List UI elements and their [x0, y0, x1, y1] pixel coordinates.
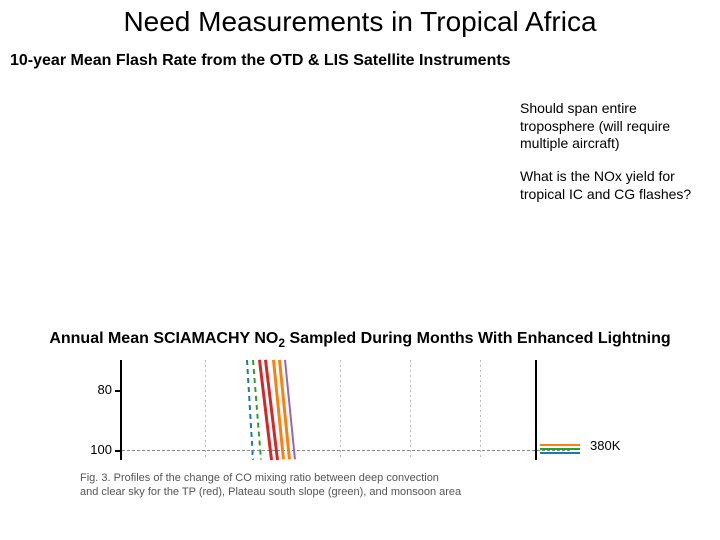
y-tick-label-80: 80 — [82, 382, 112, 397]
right-cluster-line — [540, 452, 580, 454]
vertical-reference-line — [535, 360, 537, 460]
right-cluster-line — [540, 448, 580, 450]
minor-gridline — [410, 360, 411, 460]
subtitle2-prefix: Annual Mean SCIAMACHY NO — [49, 330, 278, 347]
y-tick-label-100: 100 — [82, 442, 112, 457]
dashed-reference-line — [122, 450, 570, 451]
y-tick-mark — [115, 450, 120, 452]
annotation-nox-yield: What is the NOx yield for tropical IC an… — [520, 168, 710, 203]
page-title: Need Measurements in Tropical Africa — [0, 6, 720, 38]
y-axis-line — [120, 360, 122, 460]
annotation-troposphere: Should span entire troposphere (will req… — [520, 100, 710, 153]
minor-gridline — [480, 360, 481, 460]
figure-caption-line1: Fig. 3. Profiles of the change of CO mix… — [80, 472, 439, 484]
minor-gridline — [340, 360, 341, 460]
profile-chart-fragment: 80 100 380K Fig. 3. Profiles of the change … — [60, 360, 660, 500]
right-cluster-line — [540, 444, 580, 446]
subtitle-sciamachy: Annual Mean SCIAMACHY NO2 Sampled During… — [0, 330, 720, 350]
right-axis-label-380k: 380K — [590, 438, 620, 453]
subtitle2-suffix: Sampled During Months With Enhanced Ligh… — [285, 330, 671, 347]
subtitle-flash-rate: 10-year Mean Flash Rate from the OTD & L… — [10, 52, 511, 70]
minor-gridline — [205, 360, 206, 460]
y-tick-mark — [115, 390, 120, 392]
figure-caption-line2: and clear sky for the TP (red), Plateau … — [80, 486, 461, 498]
